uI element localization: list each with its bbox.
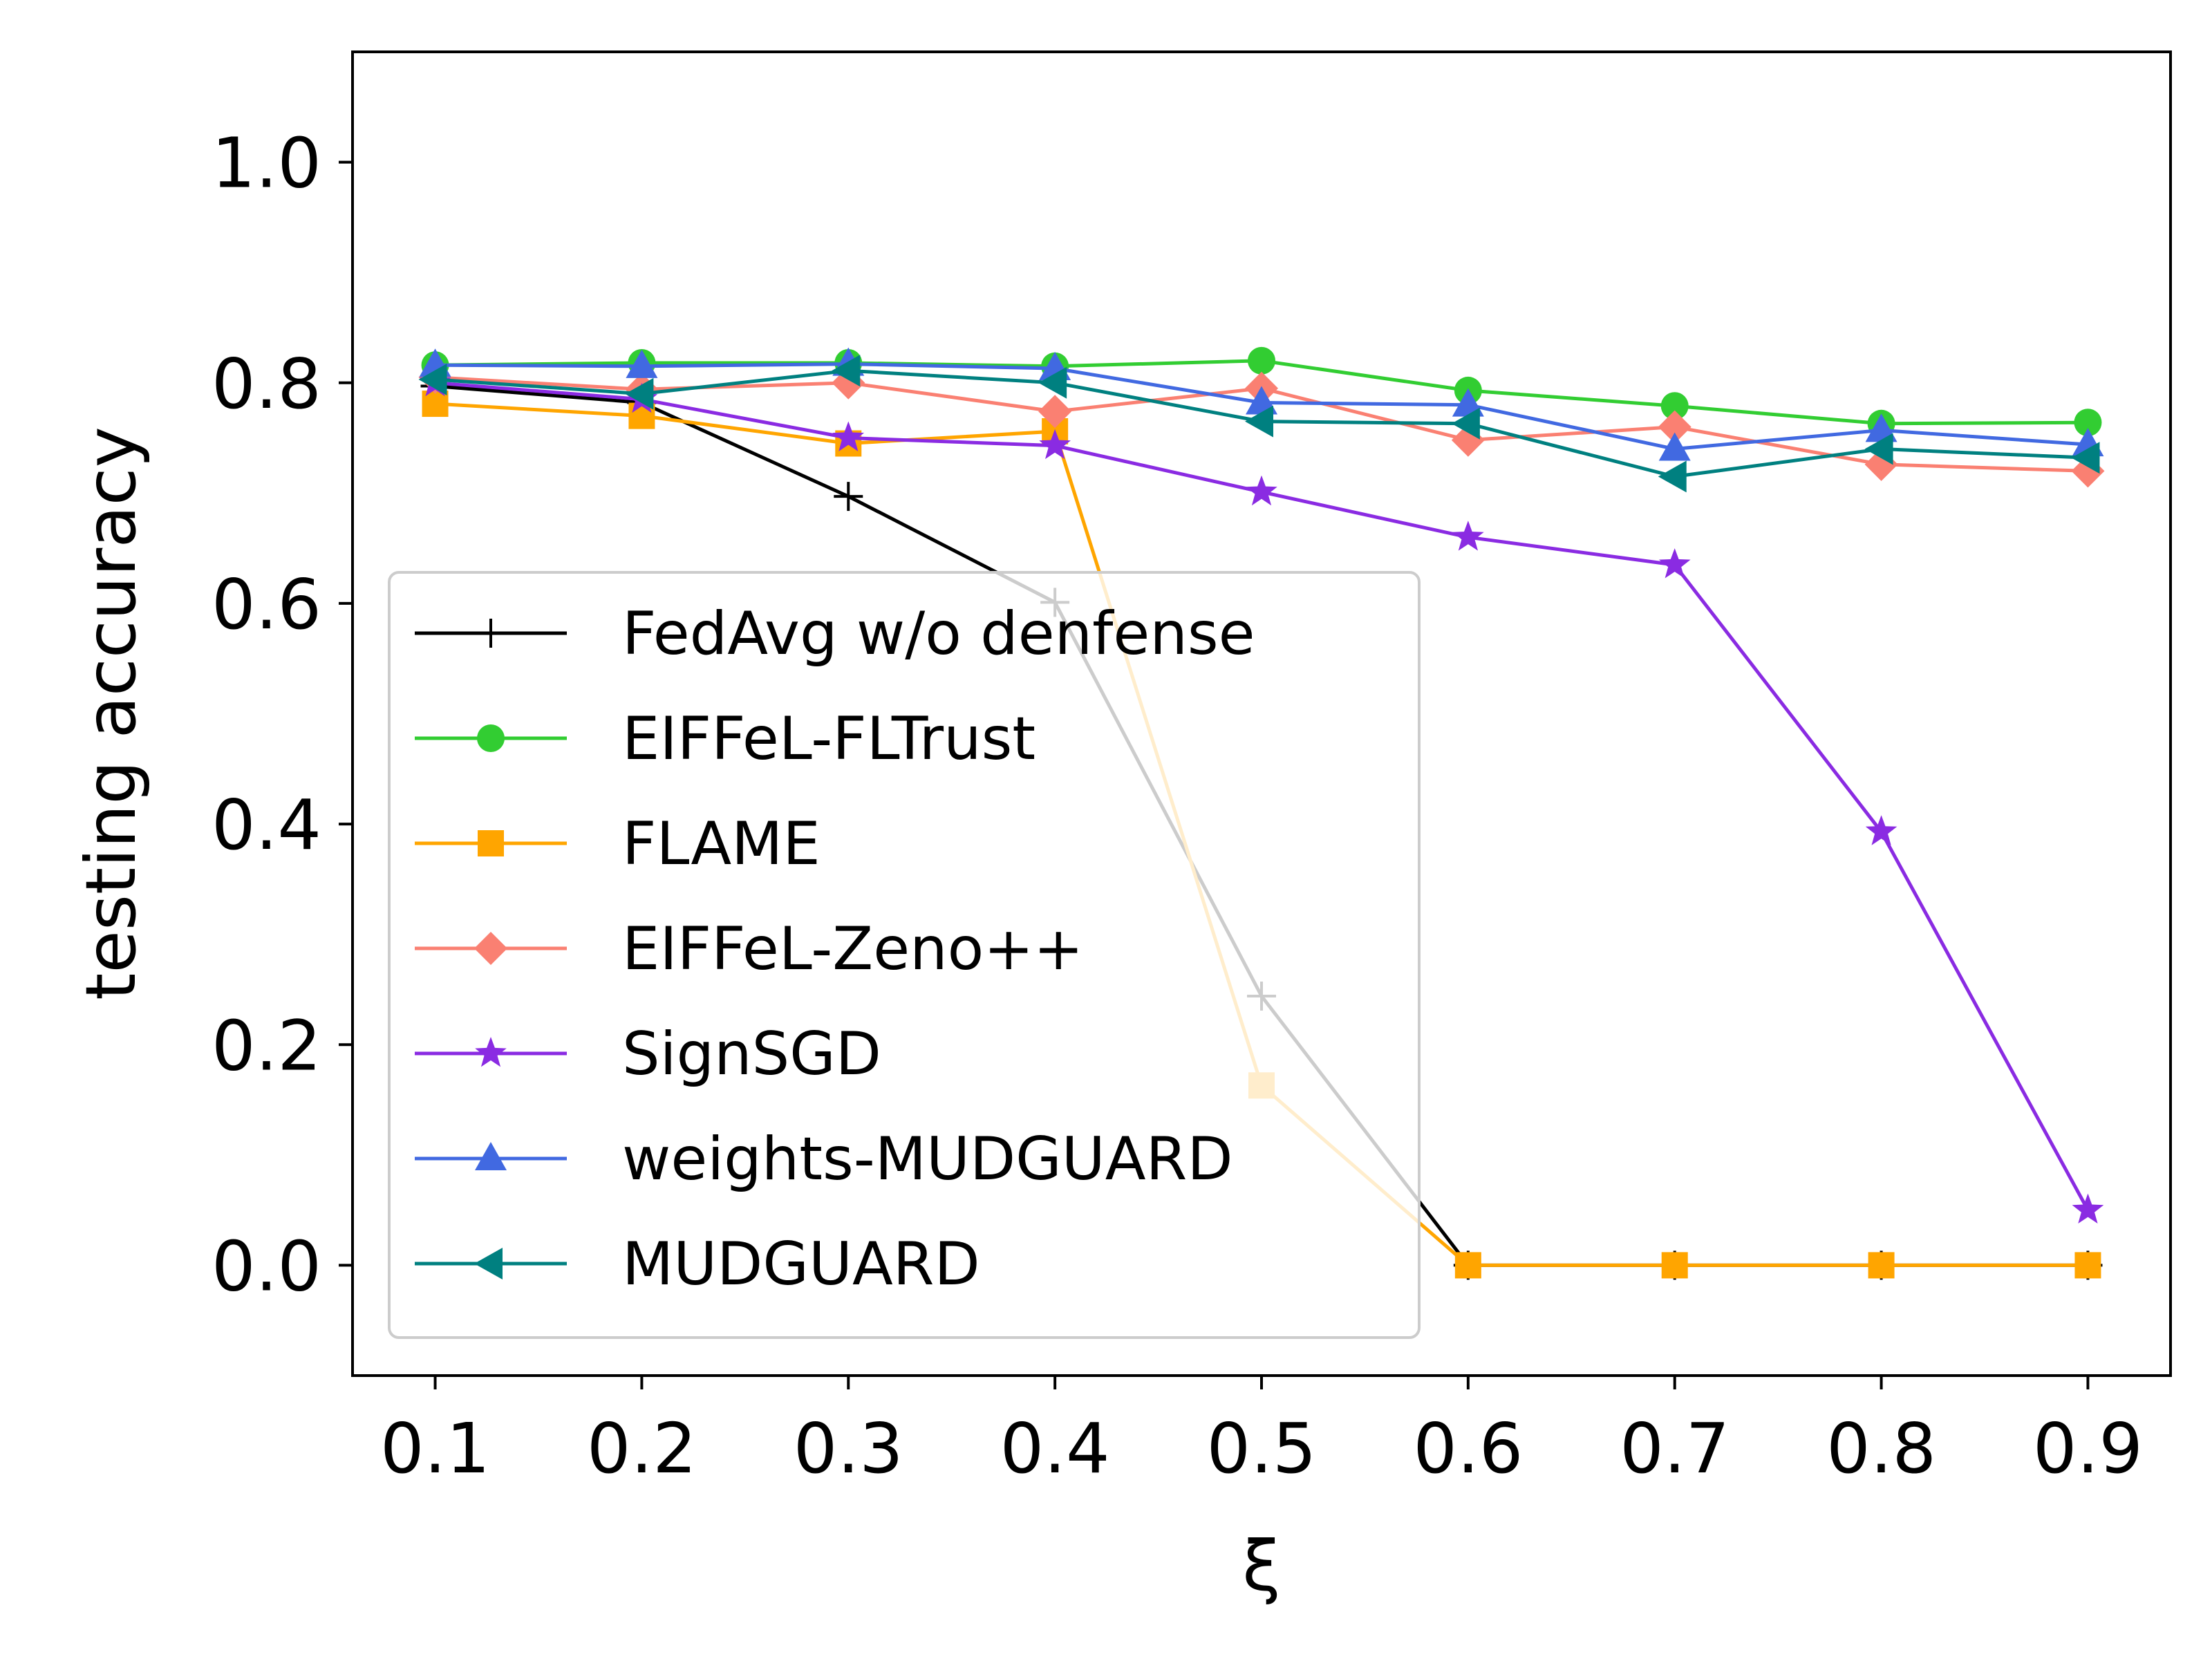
legend-item-fedavg-w-o-denfense: FedAvg w/o denfense — [415, 599, 1255, 668]
data-point-eiffel-fltrust — [1660, 392, 1689, 420]
data-point-mudguard — [1451, 407, 1480, 440]
legend-item-signsgd: SignSGD — [415, 1020, 881, 1089]
legend-frame — [388, 571, 1421, 1339]
legend-item-eiffel-zeno: EIFFeL-Zeno++ — [415, 915, 1083, 984]
data-point-weights-mudguard — [1658, 432, 1691, 461]
legend-marker-mudguard — [474, 1248, 503, 1280]
data-point-eiffel-zeno — [1038, 395, 1072, 429]
data-point-signsgd — [1865, 815, 1897, 845]
data-point-mudguard — [1245, 405, 1273, 438]
data-point-weights-mudguard — [1865, 413, 1897, 442]
x-tick-label: 0.4 — [1000, 1408, 1110, 1489]
data-point-signsgd — [2072, 1193, 2104, 1224]
legend-label-flame: FLAME — [622, 809, 821, 879]
data-point-flame — [1454, 1252, 1481, 1279]
legend-item-eiffel-fltrust: EIFFeL-FLTrust — [415, 704, 1035, 774]
y-tick-label: 0.2 — [212, 1005, 321, 1086]
y-tick-label: 1.0 — [212, 123, 321, 204]
legend-label-mudguard: MUDGUARD — [622, 1230, 980, 1299]
data-point-weights-mudguard — [1246, 386, 1277, 415]
data-point-signsgd — [1658, 548, 1691, 579]
y-tick-label: 0.4 — [212, 785, 321, 865]
series-layer — [418, 346, 2105, 1280]
x-tick-label: 0.1 — [380, 1408, 490, 1489]
x-tick-label: 0.7 — [1620, 1408, 1730, 1489]
data-point-flame — [2074, 1252, 2101, 1279]
x-tick-label: 0.6 — [1413, 1408, 1523, 1489]
x-tick-label: 0.9 — [2033, 1408, 2143, 1489]
x-tick-label: 0.3 — [794, 1408, 903, 1489]
data-point-signsgd — [832, 421, 865, 451]
data-point-mudguard — [418, 363, 447, 395]
axes-layer: 0.1 0.2 0.3 0.4 0.5 0.6 0.7 0.8 0.9 0.0 0.2 0.4 0.6 0… — [212, 123, 2143, 1489]
data-point-signsgd — [1246, 475, 1277, 506]
x-tick-label: 0.8 — [1826, 1408, 1936, 1489]
legend-item-weights-mudguard: weights-MUDGUARD — [415, 1125, 1233, 1194]
x-axis-label: ξ — [1242, 1526, 1281, 1606]
data-point-mudguard — [625, 377, 654, 410]
legend-marker-flame — [478, 830, 504, 856]
series-mudguard — [418, 355, 2100, 493]
legend-item-flame: FLAME — [415, 809, 821, 879]
legend-marker-eiffel-fltrust — [477, 724, 505, 752]
legend-label-signsgd: SignSGD — [622, 1020, 881, 1089]
series-weights-mudguard — [419, 347, 2104, 461]
legend-marker-weights-mudguard — [475, 1142, 507, 1170]
legend-label-weights-mudguard: weights-MUDGUARD — [622, 1125, 1233, 1194]
data-point-mudguard — [1864, 433, 1893, 465]
x-tick-label: 0.2 — [587, 1408, 697, 1489]
x-tick-label: 0.5 — [1206, 1408, 1316, 1489]
legend-marker-fedavg-w-o-denfense — [476, 619, 505, 648]
legend-label-fedavg-w-o-denfense: FedAvg w/o denfense — [622, 599, 1255, 668]
data-point-eiffel-fltrust — [2074, 409, 2102, 437]
data-point-flame — [1661, 1252, 1688, 1279]
legend-item-mudguard: MUDGUARD — [415, 1230, 980, 1299]
data-point-weights-mudguard — [626, 349, 658, 378]
data-point-eiffel-fltrust — [1248, 346, 1275, 375]
data-point-mudguard — [1658, 460, 1687, 493]
data-point-signsgd — [1452, 521, 1484, 551]
data-point-mudguard — [2071, 442, 2100, 474]
legend-items: FedAvg w/o denfense EIFFeL-FLTrust FLAME EI… — [415, 599, 1255, 1299]
data-point-mudguard — [1038, 366, 1067, 399]
legend-label-eiffel-fltrust: EIFFeL-FLTrust — [622, 704, 1035, 774]
legend-label-eiffel-zeno: EIFFeL-Zeno++ — [622, 915, 1083, 984]
y-tick-label: 0.0 — [212, 1226, 321, 1306]
legend: FedAvg w/o denfense EIFFeL-FLTrust FLAME EI… — [388, 571, 1421, 1339]
data-point-weights-mudguard — [1452, 388, 1484, 417]
legend-marker-eiffel-zeno — [474, 932, 507, 965]
y-axis-label: testing accuracy — [71, 427, 151, 1000]
data-point-mudguard — [832, 355, 861, 387]
y-tick-label: 0.6 — [212, 564, 321, 645]
data-point-signsgd — [1039, 429, 1071, 460]
data-point-flame — [1868, 1252, 1895, 1279]
y-tick-label: 0.8 — [212, 344, 321, 424]
legend-marker-signsgd — [475, 1037, 507, 1067]
data-point-fedavg-w-o-denfense — [834, 482, 863, 512]
data-point-eiffel-zeno — [1658, 410, 1691, 444]
